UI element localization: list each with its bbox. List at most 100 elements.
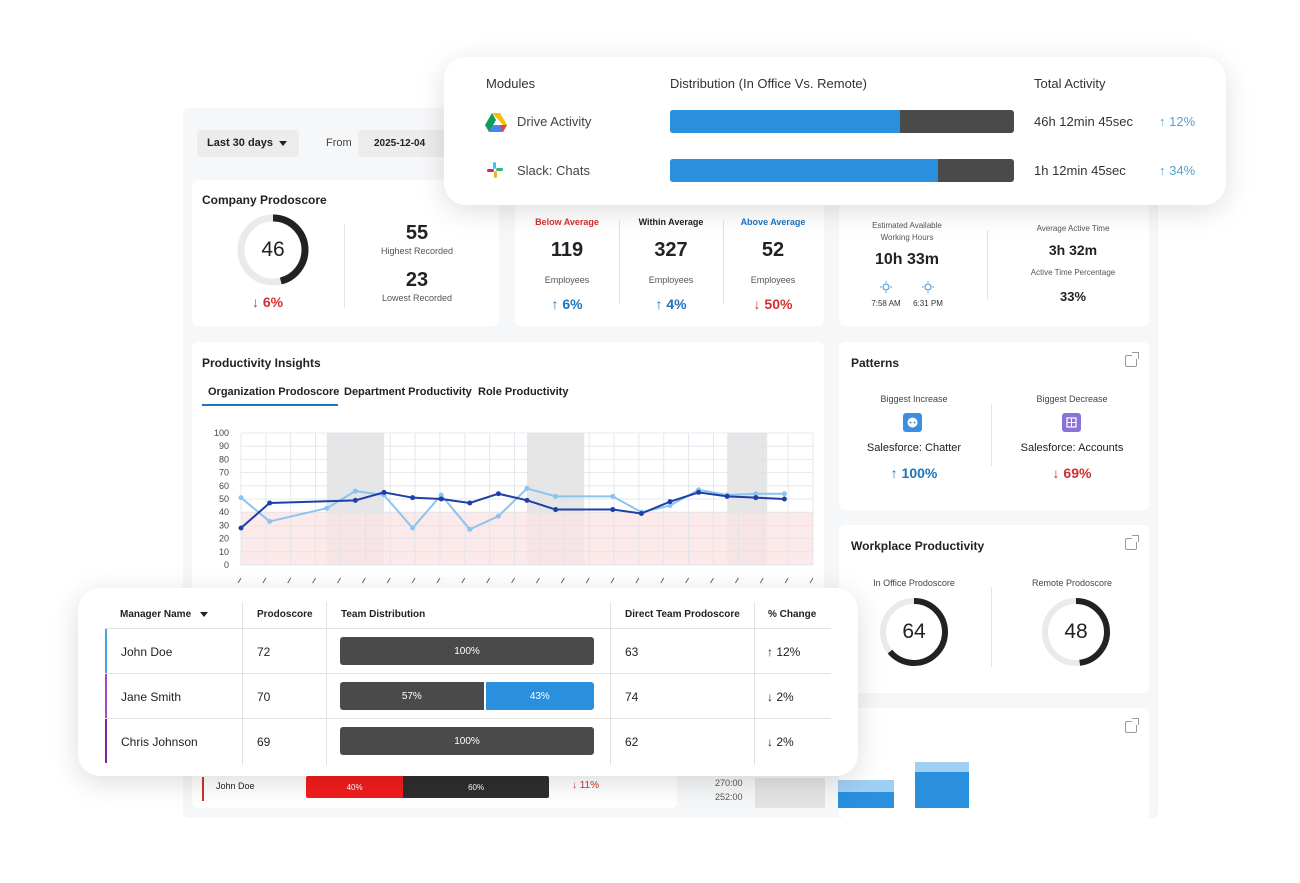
below-average-unit: Employees	[544, 275, 590, 285]
data-point	[667, 503, 673, 509]
in-office-score-gauge: 64	[878, 596, 950, 668]
table-row[interactable]: Jane Smith 70 57% 43% 74 ↓ 2%	[105, 673, 831, 718]
percent-change-header: % Change	[768, 609, 817, 620]
workday-end-time: 6:31 PM	[913, 299, 943, 308]
y-tick-label: 70	[219, 468, 229, 478]
x-tick	[560, 577, 565, 584]
manager-name: John Doe	[121, 645, 173, 659]
slack-distribution-bar	[670, 159, 1014, 182]
percent-change: ↑ 12%	[767, 645, 801, 659]
data-point	[638, 511, 644, 517]
company-prodoscore-title: Company Prodoscore	[202, 193, 327, 207]
data-point	[553, 507, 559, 513]
x-tick	[635, 577, 640, 584]
team-distribution-header: Team Distribution	[341, 609, 426, 620]
data-point	[410, 525, 416, 531]
lowest-recorded-value: 23	[405, 269, 429, 291]
within-average-count: 327	[654, 239, 688, 261]
x-tick	[436, 577, 441, 584]
tab-role-productivity[interactable]: Role Productivity	[478, 386, 569, 398]
x-tick	[337, 577, 341, 584]
data-point	[753, 491, 759, 497]
data-point	[696, 489, 702, 495]
y-tick-label: 50	[219, 494, 229, 504]
available-hours-value: 10h 33m	[874, 251, 940, 268]
data-point	[381, 489, 387, 495]
data-point	[438, 496, 444, 502]
y-tick-label: 0	[224, 560, 229, 570]
chevron-down-icon	[279, 141, 287, 146]
slack-total-activity: 1h 12min 45sec	[1034, 163, 1126, 178]
manager-table-popup: Manager Name Prodoscore Team Distributio…	[78, 588, 858, 776]
active-tab-indicator	[202, 404, 338, 406]
remote-score-value: 48	[1064, 620, 1088, 643]
data-point	[495, 491, 501, 497]
sort-down-icon[interactable]	[199, 611, 208, 617]
table-row[interactable]: Chris Johnson 69 100% 62 ↓ 2%	[105, 718, 831, 763]
drive-total-activity: 46h 12min 45sec	[1034, 114, 1134, 129]
biggest-decrease-change: ↓ 69%	[1052, 465, 1092, 481]
data-point	[324, 505, 330, 511]
company-score-gauge: 46	[236, 213, 310, 287]
in-office-score-value: 64	[902, 620, 926, 643]
external-link-icon[interactable]	[1125, 718, 1139, 733]
date-range-label: Last 30 days	[207, 137, 274, 149]
google-drive-icon	[485, 112, 507, 132]
direct-team-prodoscore: 63	[625, 645, 639, 659]
highest-recorded-value: 55	[405, 222, 429, 244]
biggest-decrease-name: Salesforce: Accounts	[1020, 442, 1124, 454]
x-tick	[486, 577, 491, 584]
data-point	[467, 526, 473, 532]
modules-header: Modules	[486, 76, 536, 91]
manager-prodoscore: 70	[257, 690, 271, 704]
date-range-dropdown[interactable]: Last 30 days	[197, 130, 299, 157]
y-tick-label: 100	[214, 428, 229, 438]
external-link-icon[interactable]	[1125, 352, 1139, 367]
x-tick	[685, 577, 690, 584]
average-active-time-label: Average Active Time	[1036, 224, 1110, 233]
slack-icon	[486, 161, 504, 179]
tab-organization-prodoscore[interactable]: Organization Prodoscore	[208, 386, 340, 398]
row-accent	[105, 719, 107, 763]
bottom-chart-bar	[838, 792, 894, 808]
sunrise-icon	[880, 280, 892, 293]
active-time-percentage-label: Active Time Percentage	[1030, 268, 1116, 277]
external-link-icon[interactable]	[1125, 535, 1139, 550]
manager-name-header-label: Manager Name	[120, 609, 192, 620]
bottom-chart-bar	[755, 778, 825, 808]
series-line	[240, 487, 785, 531]
below-average-label: Below Average	[535, 217, 599, 227]
team-distribution-bar: 100%	[340, 637, 594, 665]
company-score-change: ↓ 6%	[252, 294, 284, 310]
total-activity-header: Total Activity	[1034, 76, 1106, 91]
manager-name-header[interactable]: Manager Name	[120, 609, 208, 620]
workplace-productivity-card: Workplace Productivity In Office Prodosc…	[839, 525, 1149, 693]
x-tick	[809, 577, 814, 584]
below-average-count: 119	[550, 239, 584, 261]
tab-department-productivity[interactable]: Department Productivity	[344, 386, 472, 398]
data-point	[724, 493, 730, 499]
data-point	[352, 488, 358, 494]
slack-activity-change: ↑ 34%	[1159, 163, 1196, 178]
drive-activity-label: Drive Activity	[517, 114, 592, 129]
bottom-y-tick: 270:00	[715, 778, 743, 788]
y-tick-label: 80	[219, 454, 229, 464]
remote-prodoscore-label: Remote Prodoscore	[1031, 578, 1113, 588]
bottom-chart-bar	[915, 772, 969, 808]
data-point	[524, 485, 530, 491]
biggest-increase-change: ↑ 100%	[890, 465, 938, 481]
x-tick	[411, 577, 416, 584]
from-label: From	[326, 137, 352, 149]
y-tick-label: 40	[219, 507, 229, 517]
from-date-input[interactable]: 2025-12-04	[358, 130, 450, 157]
drive-distribution-bar	[670, 110, 1014, 133]
x-tick	[536, 577, 540, 584]
table-row[interactable]: John Doe 72 100% 63 ↑ 12%	[105, 628, 831, 673]
data-point	[267, 500, 273, 506]
team-segment: 60%	[403, 776, 549, 798]
team-segment: 100%	[340, 637, 594, 665]
data-point	[610, 507, 616, 513]
background-change: ↓ 11%	[572, 780, 600, 791]
data-point	[753, 495, 759, 501]
data-point	[438, 492, 444, 498]
